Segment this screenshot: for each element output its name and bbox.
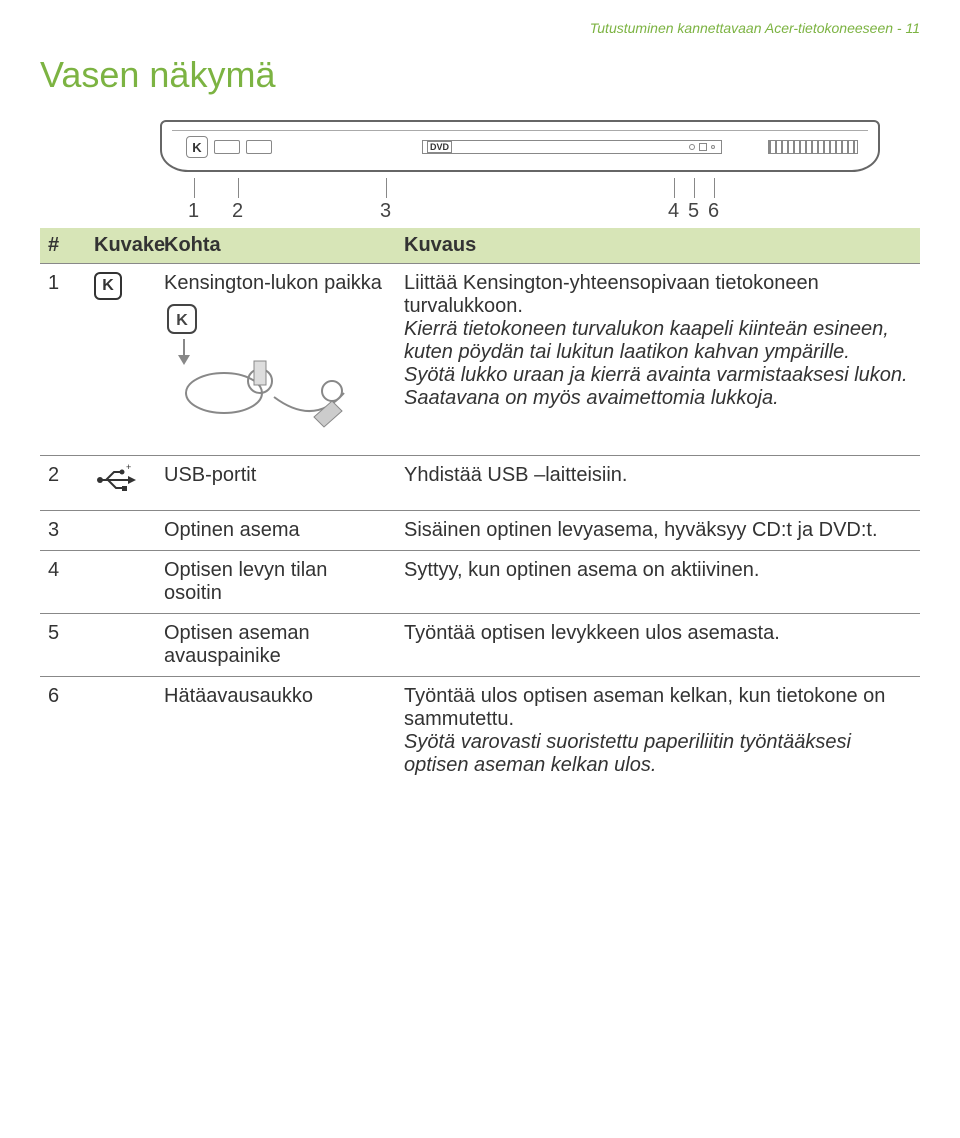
row-icon [86,614,156,677]
page-header-note: Tutustuminen kannettavaan Acer-tietokone… [40,20,920,36]
row-icon: + [86,456,156,511]
table-row: 1 K Kensington-lukon paikka K Liittää Ke… [40,264,920,456]
row-num: 1 [40,264,86,456]
kensington-lock-icon: K [94,272,122,300]
row-name: Optinen asema [156,511,396,551]
device-body: K DVD [160,120,880,172]
callout-2: 2 [232,200,243,223]
row-name: Optisen levyn tilan osoitin [156,551,396,614]
row-desc: Työntää optisen levykkeen ulos asemasta. [396,614,920,677]
th-desc: Kuvaus [396,228,920,264]
vent-grille-icon [768,140,858,154]
row-icon [86,551,156,614]
row-num: 6 [40,677,86,786]
row-name: USB-portit [156,456,396,511]
port-row: K [186,136,272,158]
callout-5: 5 [688,200,699,223]
device-side-illustration: K DVD [160,120,880,172]
row-icon: K [86,264,156,456]
optical-drive-slot: DVD [422,140,722,154]
row-name: Kensington-lukon paikka K [156,264,396,456]
table-row: 2 + USB-portit Yhdistää USB –laitteisiin… [40,456,920,511]
th-num: # [40,228,86,264]
callout-4: 4 [668,200,679,223]
row-desc: Työntää ulos optisen aseman kelkan, kun … [396,677,920,786]
th-icon: Kuvake [86,228,156,264]
table-row: 4 Optisen levyn tilan osoitin Syttyy, ku… [40,551,920,614]
row-num: 4 [40,551,86,614]
table-row: 6 Hätäavausaukko Työntää ulos optisen as… [40,677,920,786]
callout-numbers: 1 2 3 4 5 6 [160,178,880,228]
row-icon [86,511,156,551]
row-desc-italic: Syötä varovasti suoristettu paperiliitin… [404,731,912,777]
optical-eject-button-icon [699,143,707,151]
row-icon [86,677,156,786]
table-row: 5 Optisen aseman avauspainike Työntää op… [40,614,920,677]
svg-text:K: K [176,312,188,329]
row-desc-plain: Työntää ulos optisen aseman kelkan, kun … [404,685,912,731]
usb-port-icon [214,140,240,154]
row-num: 2 [40,456,86,511]
row-num: 3 [40,511,86,551]
row-desc: Yhdistää USB –laitteisiin. [396,456,920,511]
section-title: Vasen näkymä [40,54,920,96]
row-name-text: Kensington-lukon paikka [164,272,388,295]
optical-led-icon [689,144,695,150]
usb-icon: + [94,464,138,496]
table-row: 3 Optinen asema Sisäinen optinen levyase… [40,511,920,551]
row-desc: Sisäinen optinen levyasema, hyväksyy CD:… [396,511,920,551]
row-desc-italic: Kierrä tietokoneen turvalukon kaapeli ki… [404,318,912,410]
row-desc: Liittää Kensington-yhteensopivaan tietok… [396,264,920,456]
row-name: Hätäavausaukko [156,677,396,786]
kensington-slot-icon: K [186,136,208,158]
row-name: Optisen aseman avauspainike [156,614,396,677]
row-desc-plain: Liittää Kensington-yhteensopivaan tietok… [404,272,912,318]
emergency-eject-hole-icon [711,145,715,149]
dvd-badge-icon: DVD [427,141,452,153]
row-num: 5 [40,614,86,677]
callout-6: 6 [708,200,719,223]
kensington-lock-diagram-icon: K [164,301,364,441]
parts-table: # Kuvake Kohta Kuvaus 1 K Kensington-luk… [40,228,920,785]
usb-port-icon [246,140,272,154]
svg-text:+: + [126,464,131,472]
callout-3: 3 [380,200,391,223]
callout-1: 1 [188,200,199,223]
row-desc: Syttyy, kun optinen asema on aktiivinen. [396,551,920,614]
th-name: Kohta [156,228,396,264]
table-header-row: # Kuvake Kohta Kuvaus [40,228,920,264]
